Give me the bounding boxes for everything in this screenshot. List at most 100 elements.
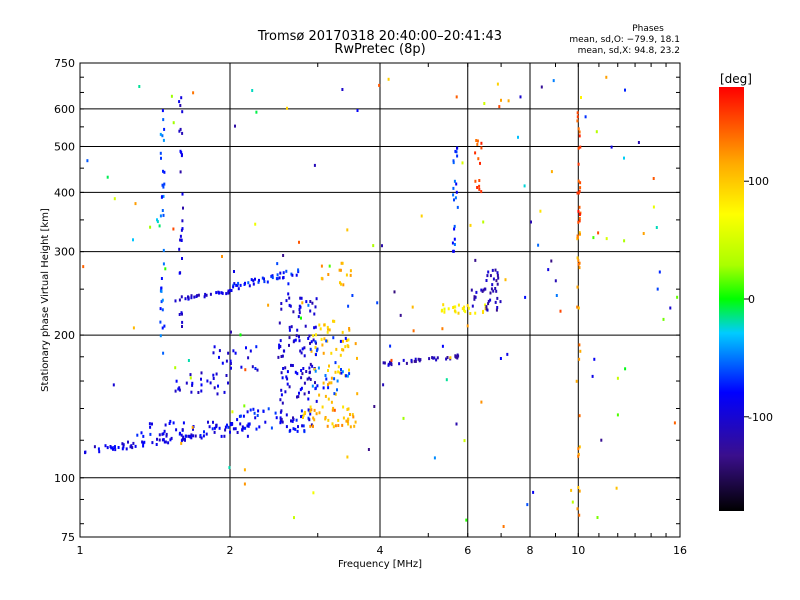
colorbar	[719, 87, 744, 511]
data-point	[332, 336, 335, 340]
data-point	[324, 394, 327, 398]
data-point	[496, 273, 499, 277]
data-point	[327, 327, 329, 331]
data-point	[480, 146, 483, 150]
data-point	[296, 372, 299, 376]
data-point	[140, 431, 143, 435]
data-point	[328, 364, 330, 368]
data-point	[189, 376, 192, 380]
data-point	[578, 231, 581, 235]
data-point	[467, 306, 470, 310]
data-point	[576, 256, 579, 260]
data-point	[341, 348, 344, 352]
data-point	[181, 110, 184, 114]
data-point	[309, 405, 312, 409]
x-axis: 1 2 4 6 8 10 16	[77, 63, 687, 557]
data-point	[342, 405, 345, 409]
data-point	[605, 75, 608, 79]
data-point	[570, 488, 573, 492]
data-point	[420, 214, 423, 218]
data-point	[161, 134, 164, 138]
data-point	[232, 349, 235, 353]
data-point	[164, 267, 167, 271]
data-point	[229, 430, 231, 434]
data-point	[162, 185, 165, 189]
data-point	[160, 289, 163, 293]
data-point	[555, 294, 558, 297]
data-point	[456, 154, 459, 158]
data-point	[132, 238, 134, 242]
data-point	[114, 445, 116, 449]
data-point	[178, 100, 181, 104]
data-point	[300, 386, 303, 390]
data-point	[579, 349, 582, 353]
data-point	[445, 357, 448, 361]
data-point	[578, 513, 581, 517]
data-point	[286, 370, 289, 374]
data-point	[485, 279, 488, 282]
data-point	[280, 417, 283, 421]
data-point	[452, 159, 455, 163]
data-point	[478, 184, 481, 188]
data-point	[489, 291, 492, 295]
data-point	[121, 447, 124, 451]
data-point	[300, 296, 303, 300]
data-point	[578, 445, 581, 449]
data-point	[180, 151, 183, 155]
data-point	[596, 516, 599, 519]
data-point	[342, 283, 345, 287]
data-point	[530, 220, 532, 224]
data-point	[577, 259, 580, 262]
data-point	[389, 360, 391, 364]
data-point	[286, 377, 289, 381]
data-point	[165, 432, 168, 436]
data-point	[576, 111, 579, 115]
stats-title: Phases	[632, 24, 664, 34]
data-point	[193, 295, 196, 299]
data-point	[317, 366, 320, 370]
data-point	[399, 313, 402, 317]
data-point	[252, 407, 255, 411]
data-point	[246, 424, 249, 428]
data-point	[313, 408, 316, 412]
data-point	[316, 347, 319, 351]
data-point	[180, 433, 183, 437]
data-point	[295, 334, 298, 338]
data-point	[347, 304, 350, 308]
data-point	[287, 292, 290, 296]
data-point	[299, 296, 302, 300]
data-point	[333, 408, 336, 412]
data-point	[242, 426, 245, 430]
data-point	[322, 351, 325, 355]
data-point	[205, 432, 208, 436]
data-point	[341, 370, 344, 374]
data-point	[315, 353, 317, 357]
data-point	[453, 198, 455, 202]
data-point	[149, 432, 152, 436]
data-point	[181, 428, 184, 432]
data-point	[308, 366, 311, 370]
data-point	[235, 283, 238, 287]
data-point	[346, 408, 349, 411]
data-point	[227, 425, 230, 429]
data-point	[326, 330, 329, 334]
data-point	[419, 358, 422, 362]
data-point	[455, 150, 458, 154]
colorbar-ticks: -100 0 100	[744, 175, 773, 424]
data-point	[411, 305, 414, 309]
data-point	[225, 374, 228, 377]
data-point	[642, 232, 645, 235]
data-point	[577, 127, 580, 131]
data-point	[552, 79, 555, 83]
data-point	[351, 294, 354, 297]
data-point	[309, 341, 311, 345]
data-point	[196, 294, 199, 298]
data-point	[175, 379, 178, 383]
data-point	[288, 336, 291, 340]
data-point	[307, 337, 310, 340]
data-point	[296, 429, 299, 433]
data-point	[454, 149, 457, 153]
data-point	[494, 287, 497, 290]
data-point	[389, 344, 392, 348]
